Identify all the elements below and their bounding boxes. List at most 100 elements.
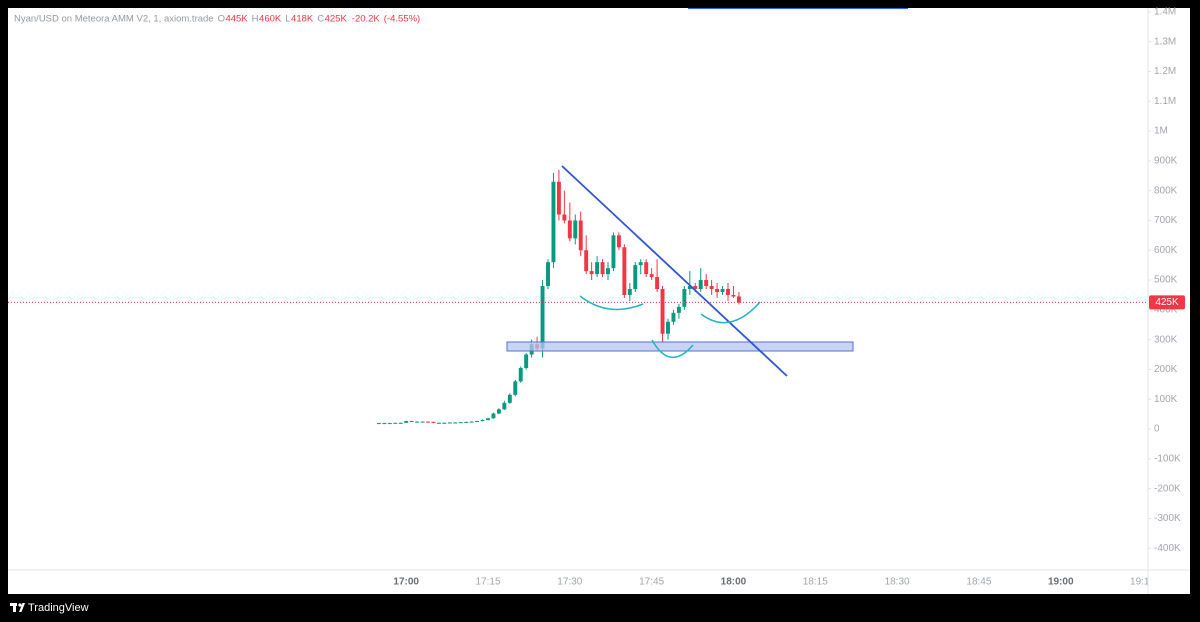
trend-line (561, 165, 788, 377)
last-price-label: 425K (1155, 297, 1179, 308)
logo-part (18, 603, 22, 607)
candle-body (709, 286, 714, 289)
curve-drawing (700, 301, 761, 324)
candle-body (376, 423, 381, 425)
candle-body (584, 250, 589, 272)
change-percent: (-4.55%) (384, 14, 420, 25)
legend-key: H (252, 14, 259, 25)
y-tick-label: 1.2M (1154, 66, 1176, 77)
y-tick-label: 0 (1154, 424, 1160, 435)
candle-body (660, 289, 665, 334)
y-tick-label: 700K (1154, 215, 1178, 226)
candle-body (600, 262, 605, 275)
candle-body (426, 421, 430, 423)
drawings (506, 8, 908, 377)
candle-body (649, 274, 654, 278)
curve-drawing (651, 339, 694, 358)
brand-name: TradingView (28, 602, 89, 614)
candle-body (546, 262, 550, 287)
candle-body (638, 262, 643, 266)
x-tick-label: 18:15 (803, 577, 828, 588)
candle-body (431, 421, 436, 423)
candle-body (409, 421, 414, 423)
candle-body (693, 286, 698, 289)
logo-part (19, 603, 25, 612)
y-tick-label: -300K (1154, 513, 1181, 524)
candle-body (676, 306, 681, 313)
candle-body (524, 354, 529, 368)
candle-body (567, 220, 572, 239)
y-tick-label: 500K (1154, 275, 1178, 286)
candle-body (436, 422, 441, 424)
x-tick-label: 18:00 (721, 577, 747, 588)
candle-body (464, 421, 469, 423)
y-tick-label: 800K (1154, 185, 1178, 196)
candle-body (622, 247, 627, 295)
candle-body (644, 262, 649, 275)
candle-body (704, 280, 709, 287)
candle-body (387, 423, 392, 425)
last-price-tag (1149, 295, 1185, 310)
candle-body (518, 367, 523, 382)
symbol-title: Nyan/USD on Meteora AMM V2, 1, axiom.tra… (14, 14, 214, 25)
candle-body (573, 220, 578, 239)
y-tick-label: 1.1M (1154, 96, 1176, 107)
y-tick-label: 600K (1154, 245, 1178, 256)
legend-value: 460K (259, 14, 282, 25)
candle-body (475, 421, 480, 423)
candle-body (382, 423, 387, 425)
candle-body (578, 220, 583, 251)
x-tick-label: 18:30 (885, 577, 910, 588)
y-tick-label: -100K (1154, 453, 1181, 464)
candle-body (486, 418, 490, 421)
candle-body (469, 421, 474, 423)
candle-body (507, 394, 512, 403)
x-tick-label: 17:15 (475, 577, 500, 588)
candle-body (671, 312, 676, 322)
candle-body (627, 289, 632, 295)
x-tick-label: 17:30 (557, 577, 582, 588)
x-tick-label: 17:45 (639, 577, 664, 588)
y-tick-label: -400K (1154, 543, 1181, 554)
candle-body (442, 422, 447, 424)
candle-body (726, 289, 730, 295)
candle-body (736, 296, 741, 303)
candle-body (611, 235, 616, 269)
legend-key: L (285, 14, 290, 25)
x-tick-label: 19:15 (1130, 577, 1155, 588)
candle-body (502, 402, 507, 410)
legend-key: C (317, 14, 324, 25)
y-tick-label: 1.3M (1154, 36, 1176, 47)
candle-body (513, 381, 518, 395)
candle-body (715, 289, 720, 292)
candle-body (540, 286, 545, 349)
candle-body (491, 413, 496, 419)
time-axis: 17:00 17:15 17:30 17:45 18:00 18:15 18:30 18:45… (393, 577, 1155, 588)
legend-value: 425K (325, 14, 348, 25)
support-zone (506, 341, 854, 352)
logo-part (13, 603, 16, 612)
candle-body (666, 321, 670, 334)
candle-body (595, 262, 600, 275)
legend-header: Nyan/USD on Meteora AMM V2, 1, axiom.tra… (14, 14, 420, 25)
legend-key: O (218, 14, 225, 25)
candle-body (480, 420, 485, 422)
y-tick-label: 1M (1154, 126, 1168, 137)
legend-value: 445K (225, 14, 248, 25)
candle-body (655, 277, 660, 289)
candle-body (415, 421, 420, 423)
curve-drawing (579, 295, 644, 311)
change-value: -20.2K (352, 14, 381, 25)
candle-body (731, 294, 736, 297)
y-tick-label: 400K (1154, 304, 1178, 315)
candle-body (458, 422, 463, 424)
y-tick-label: 1.4M (1154, 7, 1176, 18)
legend-value: 418K (291, 14, 314, 25)
price-axis: 1.4M 1.3M 1.2M 1.1M 1M 900K 800K 700K 600K 500K 40… (1148, 7, 1185, 554)
candle-body (453, 422, 458, 424)
candle-body (633, 265, 638, 289)
x-tick-label: 19:00 (1048, 577, 1074, 588)
candle-body (698, 280, 703, 289)
y-tick-label: 300K (1154, 334, 1178, 345)
